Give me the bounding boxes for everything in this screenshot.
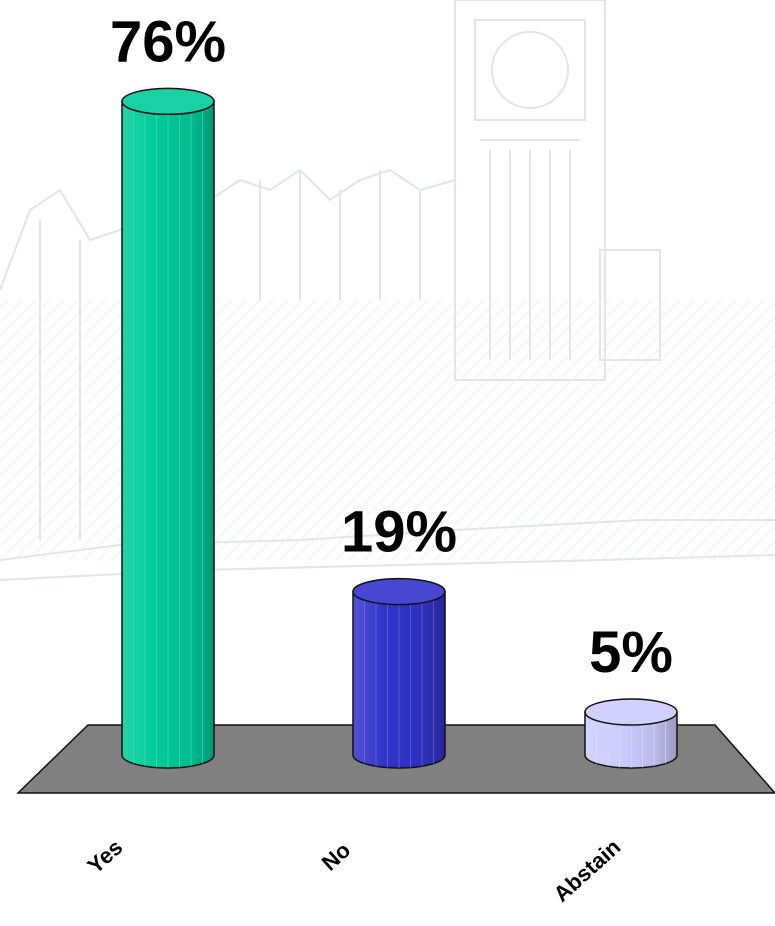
bar-yes	[121, 87, 215, 769]
bar-yes-top	[121, 87, 215, 116]
bar-abstain-top	[584, 698, 678, 726]
value-label-yes: 76%	[110, 9, 226, 74]
bar-abstain-facets	[596, 720, 666, 768]
value-label-abstain: 5%	[589, 620, 673, 685]
bar-no-facets	[364, 600, 434, 768]
category-label-abstain: Abstain	[549, 834, 626, 907]
bar-no-top	[352, 577, 446, 606]
bar-yes-facets	[133, 109, 203, 768]
value-label-no: 19%	[341, 500, 457, 565]
category-label-yes: Yes	[83, 834, 128, 878]
bar-abstain	[584, 698, 678, 769]
background-skyline-sketch	[0, 0, 775, 581]
bar-no	[352, 577, 446, 769]
category-label-no: No	[317, 837, 356, 875]
